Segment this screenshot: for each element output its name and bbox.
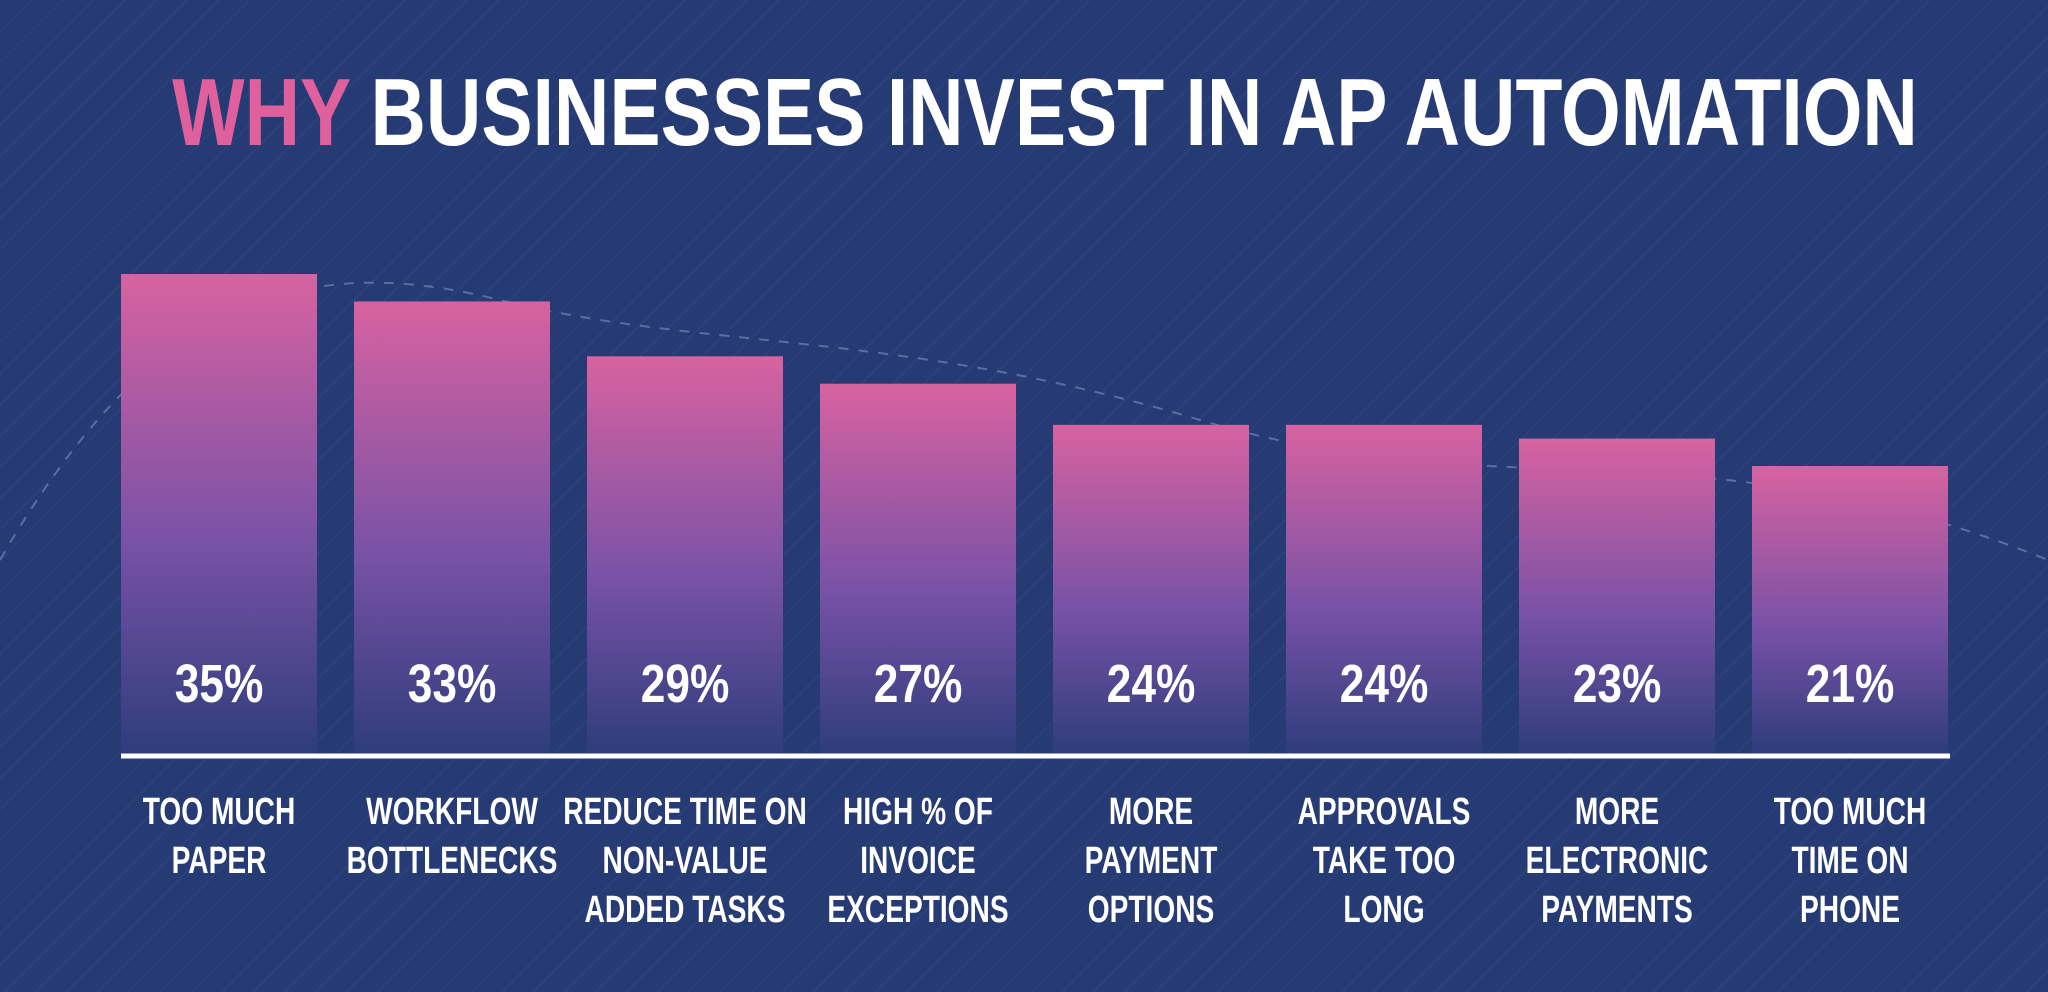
bar <box>1053 424 1249 754</box>
value-label: 23% <box>1573 654 1662 714</box>
category-label-group: TOO MUCH TIME ON PHONE <box>1774 791 1926 931</box>
value-label-group: 23% <box>1573 654 1662 714</box>
plot: 35% TOO MUCH PAPER 33% WORKFLOW BOTTLENECKS 29… <box>121 274 1948 931</box>
category-label: MORE PAYMENT OPTIONS <box>1085 791 1218 931</box>
category-label-group: TOO MUCH PAPER <box>143 791 295 882</box>
value-label-group: 27% <box>874 654 963 714</box>
value-label: 29% <box>641 654 730 714</box>
value-label-group: 24% <box>1107 654 1196 714</box>
value-label: 21% <box>1806 654 1895 714</box>
category-label-group: MORE PAYMENT OPTIONS <box>1085 791 1218 931</box>
category-label: WORKFLOW BOTTLENECKS <box>347 791 558 882</box>
category-label: MORE ELECTRONIC PAYMENTS <box>1526 791 1709 931</box>
title-highlight: WHY <box>172 59 351 166</box>
category-label-group: MORE ELECTRONIC PAYMENTS <box>1526 791 1709 931</box>
category-label: HIGH % OF INVOICE EXCEPTIONS <box>827 791 1008 931</box>
title-rest: BUSINESSES INVEST IN AP AUTOMATION <box>370 59 1917 166</box>
bar <box>820 383 1016 754</box>
value-label: 24% <box>1340 654 1429 714</box>
value-label-group: 33% <box>408 654 497 714</box>
chart-title: WHY BUSINESSES INVEST IN AP AUTOMATION <box>172 59 1918 166</box>
value-label-group: 21% <box>1806 654 1895 714</box>
category-label-group: APPROVALS TAKE TOO LONG <box>1298 791 1471 931</box>
bar <box>1519 438 1715 754</box>
title-group: WHY BUSINESSES INVEST IN AP AUTOMATION <box>172 59 1918 166</box>
category-label-group: HIGH % OF INVOICE EXCEPTIONS <box>827 791 1008 931</box>
category-label-group: REDUCE TIME ON NON-VALUE ADDED TASKS <box>563 791 807 931</box>
value-label-group: 35% <box>175 654 264 714</box>
category-label: REDUCE TIME ON NON-VALUE ADDED TASKS <box>563 791 807 931</box>
category-label-group: WORKFLOW BOTTLENECKS <box>347 791 558 882</box>
bar <box>354 301 550 754</box>
bar <box>1286 424 1482 754</box>
value-label: 33% <box>408 654 497 714</box>
value-label: 27% <box>874 654 963 714</box>
category-label: TOO MUCH TIME ON PHONE <box>1774 791 1926 931</box>
bar <box>1752 466 1948 754</box>
category-label: TOO MUCH PAPER <box>143 791 295 882</box>
value-label: 24% <box>1107 654 1196 714</box>
value-label: 35% <box>175 654 264 714</box>
value-label-group: 29% <box>641 654 730 714</box>
category-label: APPROVALS TAKE TOO LONG <box>1298 791 1471 931</box>
bar <box>587 356 783 754</box>
bar <box>121 274 317 754</box>
value-label-group: 24% <box>1340 654 1429 714</box>
